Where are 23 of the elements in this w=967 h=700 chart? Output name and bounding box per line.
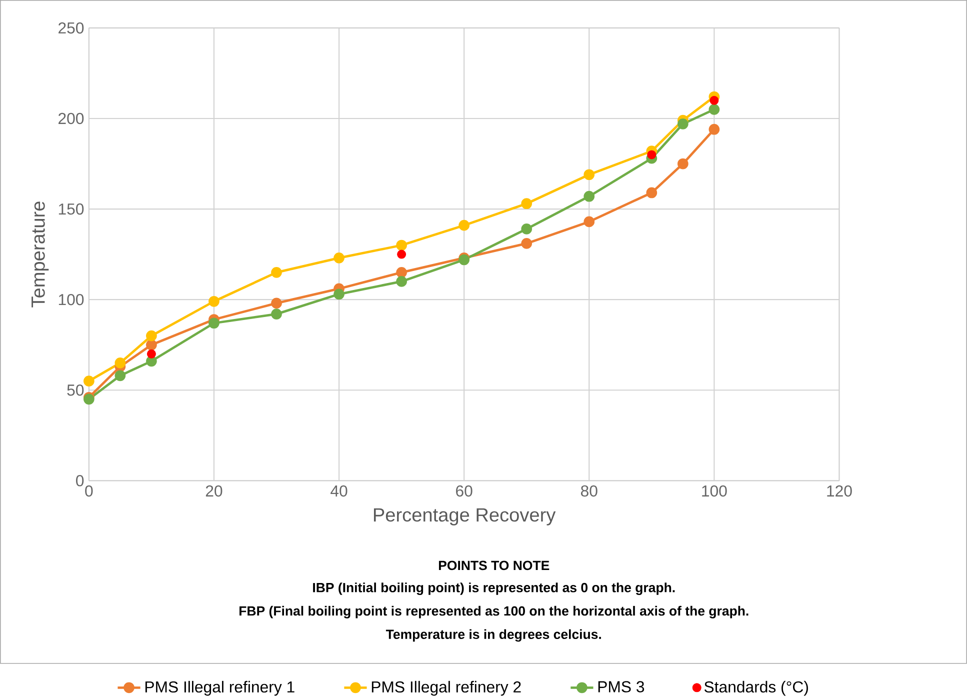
x-tick-label: 100 [702,486,727,497]
x-axis-title: Percentage Recovery [374,508,556,526]
x-tick-label: 20 [206,486,222,497]
y-tick-label: 100 [58,294,84,306]
x-tick-label: 120 [827,486,852,497]
y-tick-label: 200 [58,113,84,124]
y-tick-label: 250 [58,22,84,34]
legend-label: PMS Illegal refinery 1 [145,681,294,696]
text: POINTS TO NOTE [438,560,550,570]
y-tick-label: 0 [76,475,84,486]
x-tick-label: 0 [85,486,93,497]
legend-label: PMS Illegal refinery 2 [372,681,521,696]
y-tick-label: 50 [67,384,84,396]
text: Temperature is in degrees celcius. [386,629,601,642]
x-tick-label: 80 [580,486,598,497]
legend-label: PMS 3 [598,681,644,693]
text: IBP (Initial boiling point) is represented as 0 on the graph. [313,582,675,596]
y-tick-label: 150 [58,204,84,215]
text: FBP (Final boiling point is represented as 100 on the horizontal axis of the graph. [240,606,748,618]
x-tick-label: 60 [456,486,472,497]
x-tick-label: 40 [330,486,348,497]
legend-label: Standards (°C) [704,681,808,696]
y-axis-title: Temperature [32,202,49,308]
